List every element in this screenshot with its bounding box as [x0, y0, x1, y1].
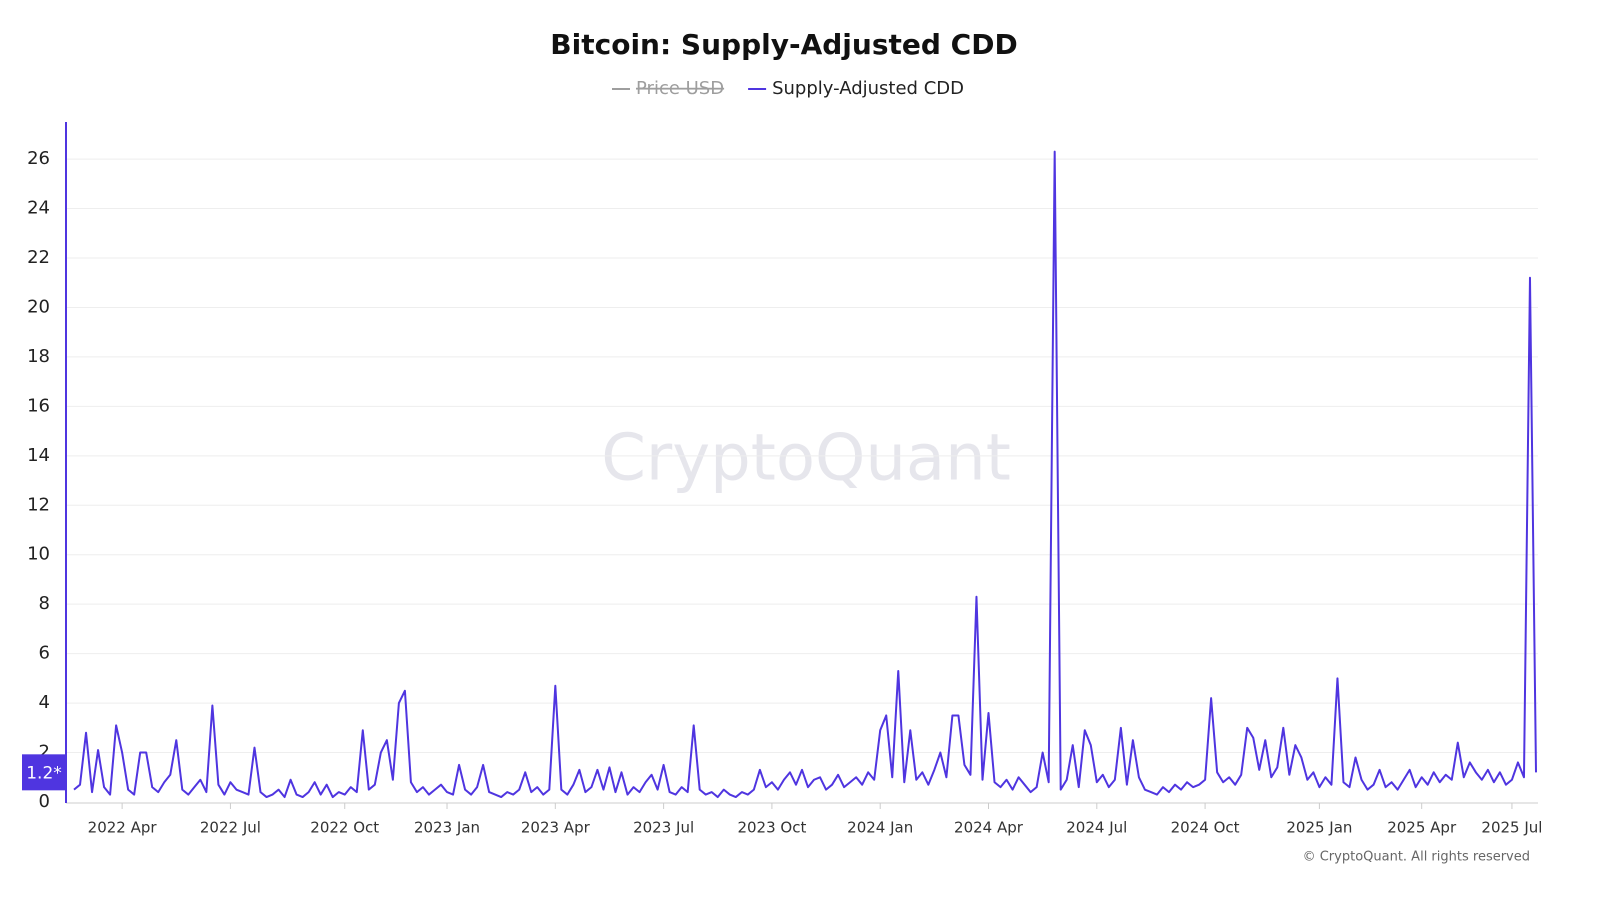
y-tick-label: 18: [27, 346, 50, 367]
x-tick-label: 2022 Oct: [310, 819, 379, 837]
y-tick-label: 22: [27, 247, 50, 268]
footer: © CryptoQuant. All rights reserved: [1303, 850, 1530, 865]
x-tick-label: 2024 Jul: [1066, 819, 1127, 837]
x-tick-label: 2024 Jan: [847, 819, 913, 837]
watermark: CryptoQuant: [601, 422, 1011, 496]
y-tick-label: 10: [27, 544, 50, 565]
x-tick-label: 2023 Apr: [521, 819, 591, 837]
x-tick-label: 2023 Jul: [633, 819, 694, 837]
x-tick-label: 2023 Jan: [414, 819, 480, 837]
y-tick-label: 12: [27, 494, 50, 515]
x-tick-label: 2025 Apr: [1387, 819, 1457, 837]
y-tick-label: 26: [27, 148, 50, 169]
legend-label: Supply-Adjusted CDD: [772, 78, 964, 99]
current-value-label: 1.2*: [26, 763, 62, 783]
legend-label: Price USD: [636, 78, 724, 99]
y-tick-label: 24: [27, 198, 50, 219]
y-tick-label: 6: [39, 643, 50, 664]
x-tick-label: 2025 Jul: [1481, 819, 1542, 837]
y-tick-label: 16: [27, 395, 50, 416]
x-tick-label: 2025 Jan: [1286, 819, 1352, 837]
x-tick-label: 2022 Apr: [88, 819, 158, 837]
x-tick-label: 2024 Apr: [954, 819, 1024, 837]
x-tick-label: 2022 Jul: [200, 819, 261, 837]
y-tick-label: 8: [39, 593, 50, 614]
series-line: [73, 150, 1537, 799]
current-value-badge: [22, 754, 66, 791]
y-tick-label: 0: [39, 791, 50, 812]
y-tick-label: 4: [39, 692, 50, 713]
x-tick-label: 2024 Oct: [1171, 819, 1240, 837]
y-tick-label: 2: [39, 742, 50, 763]
y-tick-label: 20: [27, 296, 50, 317]
chart-title: Bitcoin: Supply-Adjusted CDD: [550, 28, 1017, 61]
x-tick-label: 2023 Oct: [737, 819, 806, 837]
y-tick-label: 14: [27, 445, 50, 466]
